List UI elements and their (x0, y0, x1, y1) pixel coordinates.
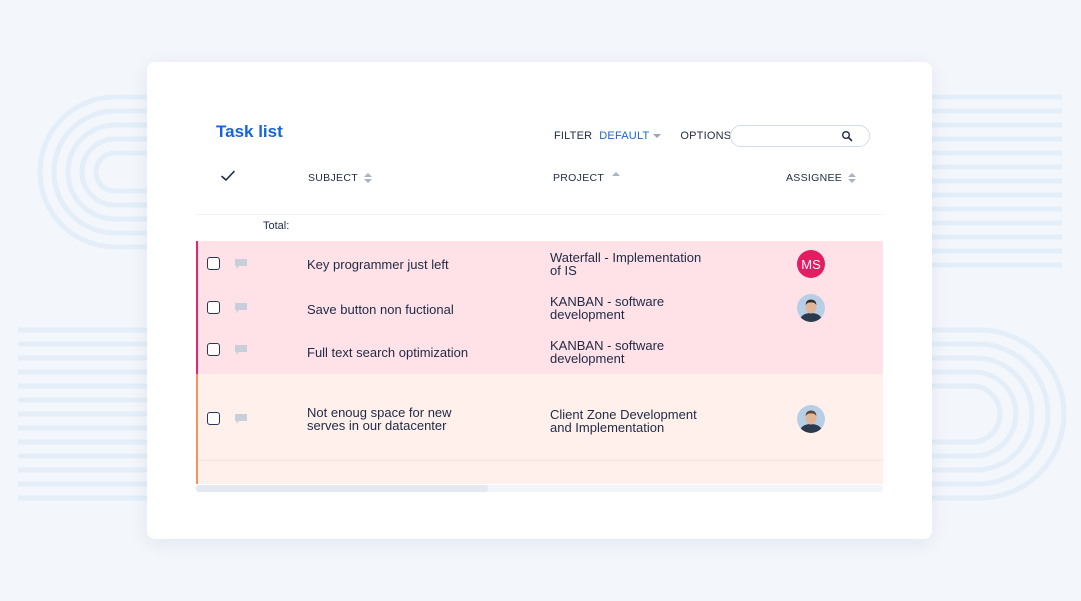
filter-dropdown[interactable]: FILTER DEFAULT (554, 130, 662, 142)
chevron-down-icon (653, 134, 662, 138)
select-all-check-icon[interactable] (220, 168, 236, 184)
avatar[interactable]: MS (797, 250, 825, 278)
sort-ascending-icon (612, 172, 621, 176)
task-subject[interactable]: Save button non fuctional (307, 302, 454, 317)
task-project[interactable]: Client Zone Development and Implementati… (550, 407, 697, 435)
row-checkbox[interactable] (207, 412, 220, 425)
task-project[interactable]: Waterfall - Implementation of IS (550, 250, 702, 278)
priority-group-high (196, 241, 883, 374)
comment-icon[interactable] (235, 259, 247, 269)
column-project-label: PROJECT (553, 172, 605, 184)
table-row[interactable]: Key programmer just left Waterfall - Imp… (196, 241, 883, 285)
options-label: OPTIONS (680, 130, 732, 142)
table-header: SUBJECT PROJECT ASSIGNEE (196, 162, 883, 215)
filter-value: DEFAULT (599, 130, 650, 142)
column-project[interactable]: PROJECT (553, 172, 621, 184)
task-subject[interactable]: Not enoug space for new serves in our da… (307, 405, 452, 433)
table-row[interactable]: Not enoug space for new serves in our da… (196, 374, 883, 460)
row-divider (198, 460, 883, 461)
comment-icon[interactable] (235, 303, 247, 313)
avatar[interactable] (797, 294, 825, 322)
total-label: Total: (263, 220, 290, 232)
page-title: Task list (216, 122, 283, 141)
horizontal-scrollbar[interactable] (196, 485, 883, 492)
row-checkbox[interactable] (207, 343, 220, 356)
task-project[interactable]: KANBAN - software development (550, 294, 665, 322)
column-assignee-label: ASSIGNEE (786, 172, 843, 184)
priority-group-normal (196, 374, 883, 484)
row-checkbox[interactable] (207, 301, 220, 314)
column-subject[interactable]: SUBJECT (308, 172, 372, 184)
toolbar: FILTER DEFAULT OPTIONS (554, 130, 744, 142)
column-subject-label: SUBJECT (308, 172, 358, 184)
avatar-initials: MS (801, 256, 821, 272)
task-subject[interactable]: Full text search optimization (307, 345, 469, 360)
comment-icon[interactable] (235, 345, 247, 355)
comment-icon[interactable] (235, 414, 247, 424)
column-assignee[interactable]: ASSIGNEE (786, 172, 857, 184)
search-icon[interactable] (841, 130, 853, 142)
table-row[interactable]: Save button non fuctional KANBAN - softw… (196, 285, 883, 329)
task-list-card: Task list FILTER DEFAULT OPTIONS SUBJECT… (147, 62, 932, 539)
scrollbar-thumb[interactable] (196, 485, 488, 492)
task-project[interactable]: KANBAN - software development (550, 338, 665, 366)
search-input[interactable] (730, 125, 870, 147)
sort-icon (363, 173, 372, 183)
table-row[interactable]: Full text search optimization KANBAN - s… (196, 329, 883, 374)
task-subject[interactable]: Key programmer just left (307, 257, 449, 272)
filter-label: FILTER (554, 130, 593, 142)
sort-icon (848, 173, 857, 183)
row-checkbox[interactable] (207, 257, 220, 270)
avatar[interactable] (797, 405, 825, 433)
